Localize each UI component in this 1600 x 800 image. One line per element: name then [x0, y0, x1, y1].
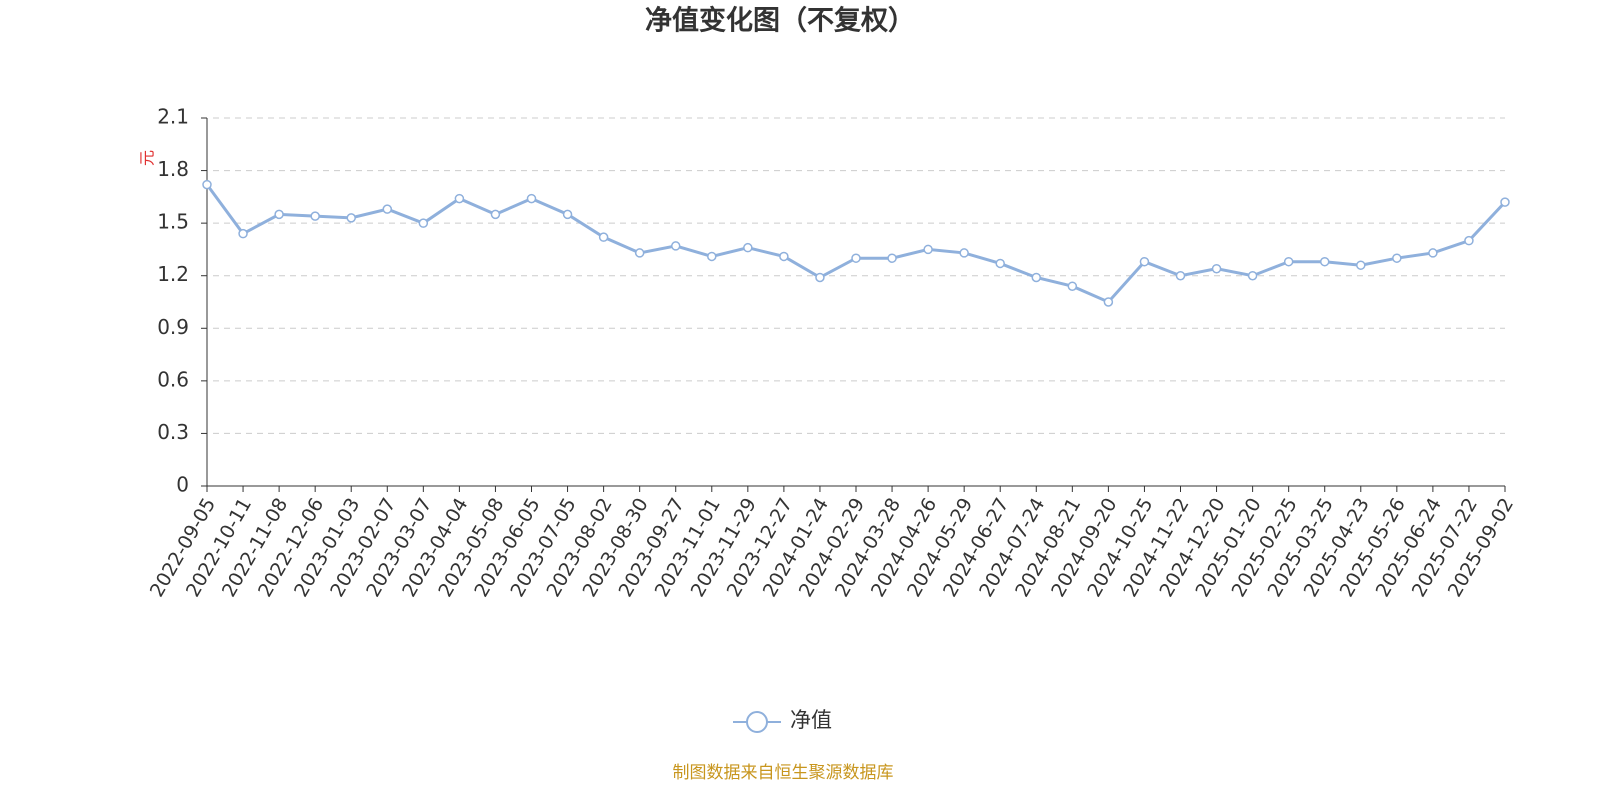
point — [1211, 263, 1222, 274]
point — [1031, 272, 1042, 283]
point — [1464, 235, 1474, 246]
point — [743, 242, 753, 253]
point — [923, 244, 933, 255]
point — [1356, 260, 1366, 270]
point — [815, 272, 825, 283]
point — [1247, 270, 1258, 281]
y-tick-label: 0.3 — [157, 420, 189, 444]
chart-title: 净值变化图（不复权） — [645, 5, 915, 37]
y-tick-label: 1.8 — [157, 157, 189, 181]
point — [382, 204, 393, 214]
legend-marker — [746, 711, 768, 733]
y-tick-label: 0.9 — [157, 315, 189, 339]
point — [1283, 256, 1294, 267]
y-axis-label: 元 — [138, 150, 157, 166]
point — [598, 232, 609, 242]
point — [707, 251, 717, 262]
point — [1139, 256, 1150, 267]
y-tick-label: 0.6 — [157, 367, 189, 391]
source-note: 制图数据来自恒生聚源数据库 — [673, 763, 894, 783]
point — [779, 251, 789, 262]
y-tick-label: 1.5 — [157, 210, 189, 234]
point — [1103, 297, 1114, 307]
point — [959, 248, 969, 258]
point — [1319, 256, 1330, 267]
y-tick-label: 1.2 — [157, 262, 189, 286]
point — [238, 228, 248, 239]
point — [454, 193, 465, 204]
point — [634, 248, 645, 258]
point — [526, 193, 537, 204]
point — [887, 253, 897, 263]
point — [1392, 253, 1402, 263]
point — [1067, 281, 1078, 291]
point — [346, 213, 356, 223]
point — [274, 209, 284, 220]
point — [1428, 248, 1438, 258]
line — [205, 183, 1507, 304]
point — [1175, 270, 1186, 281]
point — [202, 179, 212, 190]
point — [490, 209, 501, 220]
point — [995, 258, 1005, 269]
y-tick-label: 0 — [176, 473, 189, 497]
y-tick-label: 2.1 — [157, 105, 189, 129]
legend-label: 净值 — [790, 708, 832, 732]
point — [851, 253, 861, 263]
point — [310, 211, 320, 221]
point — [562, 209, 573, 220]
point — [418, 218, 429, 228]
point — [670, 241, 681, 251]
point — [1500, 197, 1510, 207]
